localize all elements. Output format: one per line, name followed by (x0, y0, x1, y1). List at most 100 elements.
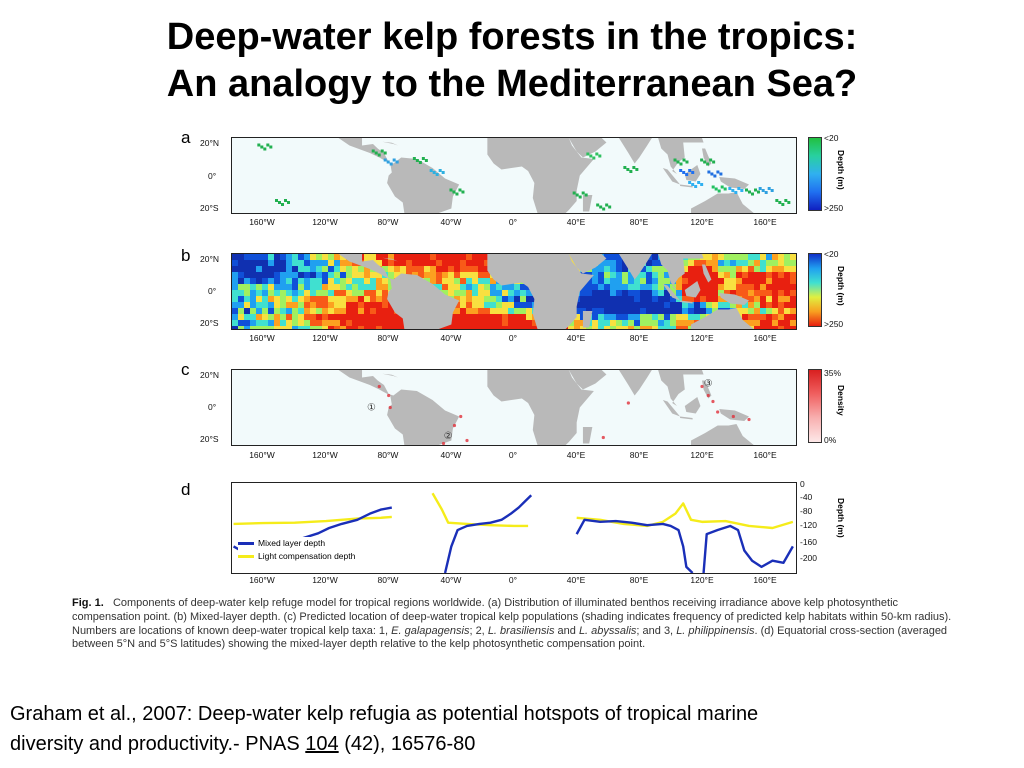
mixed-layer-cell (382, 290, 388, 296)
colorbar-a-top-label: <20 (824, 133, 839, 143)
mixed-layer-cell (358, 284, 364, 290)
mixed-layer-cell (490, 284, 496, 290)
mixed-layer-cell (250, 320, 256, 326)
mixed-layer-cell (502, 302, 508, 308)
mixed-layer-cell (766, 314, 772, 320)
mixed-layer-cell (586, 278, 592, 284)
mixed-layer-cell (244, 308, 250, 314)
mixed-layer-cell (454, 308, 460, 314)
mixed-layer-cell (454, 284, 460, 290)
panel-a-depth-map (232, 138, 796, 213)
mixed-layer-cell (322, 284, 328, 290)
mixed-layer-cell (286, 278, 292, 284)
mixed-layer-cell (652, 320, 658, 326)
mixed-layer-cell (670, 308, 676, 314)
lat-label-c-north: 20°N (200, 370, 219, 380)
mixed-layer-cell (370, 314, 376, 320)
mixed-layer-cell (574, 326, 580, 329)
mixed-layer-cell (310, 254, 316, 260)
mixed-layer-cell (778, 302, 784, 308)
mixed-layer-cell (610, 266, 616, 272)
land-philippines (702, 380, 712, 399)
shallow-patch (623, 166, 627, 169)
mixed-layer-cell (238, 278, 244, 284)
mixed-layer-cell (388, 254, 394, 260)
shallow-patch (383, 151, 387, 155)
mixed-layer-cell (742, 284, 748, 290)
mixed-layer-cell (292, 314, 298, 320)
mixed-layer-cell (586, 296, 592, 302)
mixed-layer-cell (466, 260, 472, 266)
mixed-layer-cell (784, 320, 790, 326)
mixed-layer-cell (250, 272, 256, 278)
shallow-patch (461, 190, 465, 194)
mixed-layer-cell (382, 260, 388, 266)
mixed-layer-cell (388, 314, 394, 320)
mixed-layer-cell (694, 302, 700, 308)
mixed-layer-cell (460, 290, 466, 296)
mixed-layer-cell (790, 302, 796, 308)
land-new-guinea (719, 177, 749, 189)
mixed-layer-cell (604, 320, 610, 326)
mixed-layer-cell (298, 290, 304, 296)
mixed-layer-cell (406, 254, 412, 260)
mixed-layer-cell (364, 278, 370, 284)
caption-taxon-2: L. brasiliensis (487, 624, 555, 637)
kelp-density-point (706, 393, 710, 398)
mixed-layer-cell (346, 278, 352, 284)
land-borneo (684, 397, 701, 414)
mixed-layer-cell (706, 260, 712, 266)
land-india (618, 138, 652, 164)
mixed-layer-cell (328, 302, 334, 308)
citation-text: diversity and productivity.- PNAS (10, 733, 306, 755)
mixed-layer-cell (658, 278, 664, 284)
mixed-layer-cell (604, 254, 610, 260)
mixed-layer-cell (484, 278, 490, 284)
mixed-layer-cell (658, 272, 664, 278)
mixed-layer-cell (352, 290, 358, 296)
mixed-layer-cell (454, 290, 460, 296)
panel-d-y-axis-title: Depth (m) (836, 498, 846, 538)
mixed-layer-cell (376, 290, 382, 296)
mixed-layer-cell (274, 284, 280, 290)
mixed-layer-cell (730, 290, 736, 296)
shallow-patch (395, 160, 399, 164)
mixed-layer-cell (376, 326, 382, 329)
mixed-layer-cell (490, 308, 496, 314)
mixed-layer-cell (658, 290, 664, 296)
mixed-layer-cell (706, 290, 712, 296)
mixed-layer-cell (238, 326, 244, 329)
mixed-layer-cell (592, 290, 598, 296)
shallow-patch (383, 158, 387, 162)
mixed-layer-cell (340, 314, 346, 320)
shallow-patch (707, 170, 711, 174)
mixed-layer-cell (286, 260, 292, 266)
mixed-layer-cell (628, 278, 634, 284)
light-compensation-line-3 (576, 502, 794, 530)
mixed-layer-cell (580, 296, 586, 302)
shallow-patch (269, 145, 273, 149)
mixed-layer-cell (484, 260, 490, 266)
mixed-layer-cell (334, 290, 340, 296)
mixed-layer-cell (364, 284, 370, 290)
mixed-layer-cell (586, 302, 592, 308)
mixed-layer-cell (448, 266, 454, 272)
mixed-layer-cell (436, 272, 442, 278)
mixed-layer-cell (310, 278, 316, 284)
mixed-layer-cell (478, 254, 484, 260)
mixed-layer-cell (748, 296, 754, 302)
mixed-layer-cell (652, 260, 658, 266)
mixed-layer-cell (346, 290, 352, 296)
mixed-layer-cell (376, 320, 382, 326)
mixed-layer-cell (472, 284, 478, 290)
mixed-layer-cell (730, 266, 736, 272)
mixed-layer-cell (370, 290, 376, 296)
mixed-layer-cell (610, 284, 616, 290)
land-philippines (702, 264, 712, 283)
mixed-layer-cell (742, 266, 748, 272)
mixed-layer-cell (388, 308, 394, 314)
mixed-layer-cell (622, 326, 628, 329)
kelp-density-point (601, 435, 605, 440)
shallow-patch (415, 159, 419, 162)
shallow-patch (584, 193, 588, 197)
